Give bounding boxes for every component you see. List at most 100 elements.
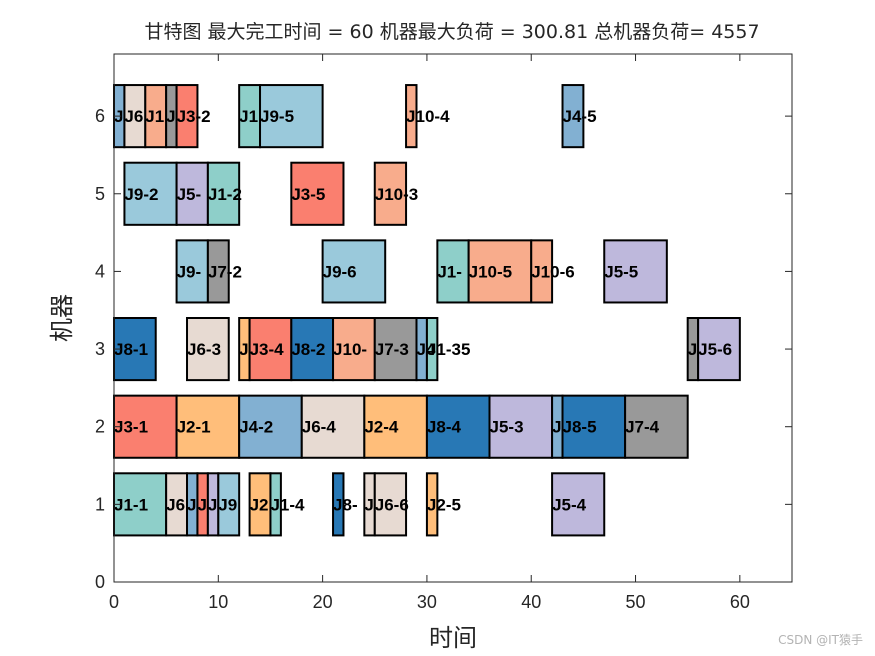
task-label: J (688, 340, 697, 359)
task-label: J1 (239, 107, 258, 126)
task-bar (269, 472, 282, 537)
task-bar (373, 472, 408, 537)
x-tick-label: 60 (730, 592, 750, 612)
task-label: J9-6 (323, 262, 357, 281)
y-tick-label: 0 (95, 572, 105, 592)
task-label: J2-1 (177, 418, 211, 437)
chart-title: 甘特图 最大完工时间 = 60 机器最大负荷 = 300.81 总机器负荷= 4… (144, 21, 759, 43)
task-label: J (364, 495, 373, 514)
x-tick-label: 40 (521, 592, 541, 612)
task-bar (175, 239, 209, 304)
task-bar (123, 161, 178, 226)
task-bar (603, 239, 668, 304)
task-label: J (166, 107, 175, 126)
task-label: J8- (333, 495, 358, 514)
task-bar (530, 239, 554, 304)
task-label: J3-5 (291, 185, 325, 204)
task-label: J1-4 (270, 495, 305, 514)
task-label: J6 (166, 495, 185, 514)
task-label: J4 (416, 340, 435, 359)
x-tick-label: 0 (109, 592, 119, 612)
x-tick-label: 50 (626, 592, 646, 612)
task-bar (488, 394, 554, 459)
task-label: J10-4 (406, 107, 450, 126)
task-bar (175, 84, 199, 149)
task-bar (321, 239, 387, 304)
task-label: J10-6 (531, 262, 574, 281)
task-bar (405, 84, 418, 149)
task-label: J9-2 (124, 185, 158, 204)
task-label: J1-2 (208, 185, 242, 204)
task-bar (206, 161, 241, 226)
task-label: J6 (124, 107, 143, 126)
task-label: J1-35 (427, 340, 470, 359)
task-label: J5-6 (698, 340, 732, 359)
task-label: J4-5 (563, 107, 597, 126)
task-bars (113, 84, 741, 537)
task-label: J2-5 (427, 495, 461, 514)
task-label: J7-4 (625, 418, 660, 437)
task-label: J5-5 (604, 262, 638, 281)
task-bar (551, 472, 606, 537)
task-label: J5-4 (552, 495, 587, 514)
task-bar (113, 394, 178, 459)
y-tick-label: 1 (95, 494, 105, 514)
task-bar (206, 239, 230, 304)
task-bar (561, 394, 627, 459)
task-label: J8-5 (563, 418, 597, 437)
task-label: J3-1 (114, 418, 148, 437)
task-bar (175, 161, 209, 226)
task-label: J9-5 (260, 107, 294, 126)
x-tick-label: 30 (417, 592, 437, 612)
task-bar (561, 84, 585, 149)
task-label: J1 (145, 107, 164, 126)
task-label: J3-2 (177, 107, 211, 126)
y-axis-title: 机器 (48, 294, 76, 342)
y-tick-label: 3 (95, 339, 105, 359)
task-bar (373, 161, 408, 226)
task-label: J10- (333, 340, 367, 359)
task-bar (248, 317, 293, 382)
task-label: J1-1 (114, 495, 148, 514)
task-bar (175, 394, 241, 459)
task-bar (238, 394, 303, 459)
task-bar (697, 317, 741, 382)
y-tick-label: 4 (95, 261, 105, 281)
task-bar (186, 317, 230, 382)
task-bar (113, 472, 168, 537)
y-tick-label: 6 (95, 106, 105, 126)
task-label: J4-2 (239, 418, 273, 437)
task-bar (425, 394, 491, 459)
task-bar (425, 472, 439, 537)
task-bar (259, 84, 324, 149)
task-bar (624, 394, 689, 459)
task-bar (332, 472, 345, 537)
task-label: J9- (177, 262, 202, 281)
task-label: J (187, 495, 196, 514)
task-label: J6-3 (187, 340, 221, 359)
task-labels: J1-1 J6 J J J J9 J2 J1-4 J8- J J6-6 J2-5 J5-4J3-1 J2-… (114, 107, 732, 514)
task-label: J5-3 (490, 418, 524, 437)
task-label: J (208, 495, 217, 514)
task-label: J (552, 418, 561, 437)
task-bar (300, 394, 366, 459)
task-label: J3-4 (250, 340, 285, 359)
task-label: J7-2 (208, 262, 242, 281)
task-label: J2-4 (364, 418, 399, 437)
task-label: J8-2 (291, 340, 325, 359)
task-label: J8-4 (427, 418, 462, 437)
task-label: J6-4 (302, 418, 337, 437)
task-label: J2 (250, 495, 269, 514)
task-label: J10-3 (375, 185, 418, 204)
axes-frame (113, 53, 793, 583)
watermark: CSDN @IT猿手 (778, 633, 863, 647)
task-label: J7-3 (375, 340, 409, 359)
task-label: J8-1 (114, 340, 148, 359)
x-axis-title: 时间 (429, 624, 477, 652)
x-tick-label: 10 (208, 592, 228, 612)
task-bar (217, 472, 241, 537)
y-tick-label: 2 (95, 417, 105, 437)
x-axis-ticks: 0 10 20 30 40 50 60 (109, 54, 750, 612)
task-label: J (197, 495, 206, 514)
